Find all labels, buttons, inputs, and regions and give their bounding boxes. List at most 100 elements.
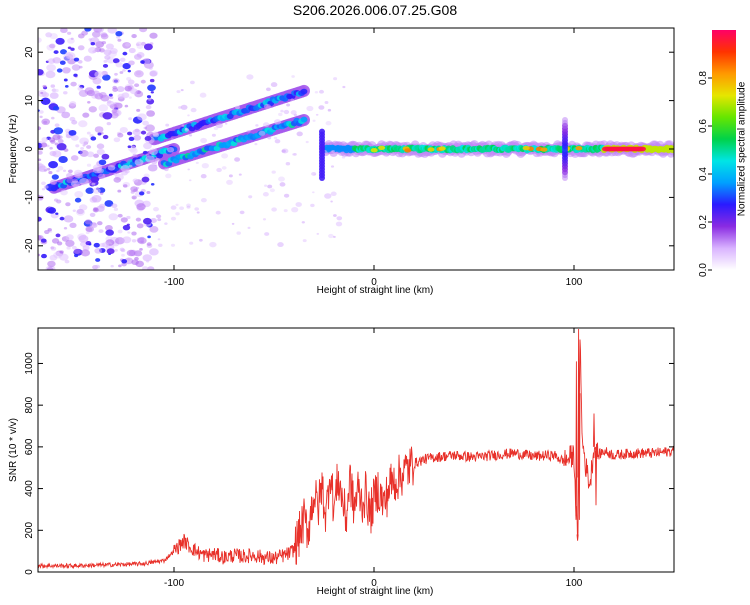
carrier-peak	[638, 146, 646, 152]
noise-blob	[194, 207, 200, 211]
noise-blob	[84, 28, 92, 32]
noise-blob	[96, 148, 105, 155]
noise-blob	[262, 218, 267, 221]
noise-blob	[264, 184, 268, 187]
noise-blob	[195, 161, 199, 165]
figure-title: S206.2026.006.07.25.G08	[293, 2, 457, 18]
noise-blob	[38, 68, 44, 76]
noise-blob	[120, 248, 126, 253]
noise-blob	[327, 108, 332, 112]
noise-blob	[113, 207, 119, 212]
noise-blob	[45, 183, 56, 192]
noise-blob	[140, 79, 146, 84]
noise-blob	[179, 206, 185, 211]
noise-blob	[142, 150, 148, 155]
noise-blob	[137, 237, 147, 245]
noise-blob	[286, 103, 291, 107]
noise-blob	[72, 245, 77, 250]
noise-blob	[86, 163, 92, 167]
noise-blob	[94, 208, 99, 211]
noise-blob	[152, 131, 159, 137]
noise-blob	[102, 74, 111, 81]
noise-blob	[66, 68, 71, 72]
noise-blob	[226, 179, 233, 185]
noise-blob	[189, 241, 194, 245]
noise-blob	[94, 70, 104, 79]
noise-blob	[313, 173, 316, 176]
noise-blob	[278, 176, 285, 182]
noise-blob	[333, 214, 337, 217]
noise-blob	[74, 254, 79, 258]
noise-blob	[49, 92, 59, 99]
colorbar-scale	[712, 30, 736, 270]
noise-blob	[180, 89, 184, 92]
noise-blob	[71, 64, 81, 71]
noise-blob	[97, 132, 102, 136]
noise-blob	[112, 58, 120, 64]
noise-blob	[67, 46, 72, 50]
noise-blob	[51, 238, 60, 244]
noise-blob	[66, 31, 72, 35]
noise-blob	[180, 104, 188, 110]
noise-blob	[122, 184, 128, 188]
noise-blob	[196, 211, 200, 214]
noise-blob	[41, 181, 46, 186]
noise-blob	[66, 177, 74, 184]
snr-y-tick-label: 1000	[24, 352, 35, 375]
noise-blob	[90, 176, 100, 183]
snr-y-tick-label: 0	[24, 569, 35, 575]
carrier-peak	[427, 147, 435, 152]
noise-blob	[131, 239, 137, 243]
noise-blob	[146, 95, 152, 99]
noise-blob	[199, 238, 203, 242]
noise-blob	[142, 254, 153, 262]
noise-blob	[109, 47, 118, 55]
noise-blob	[127, 131, 133, 136]
noise-blob	[96, 85, 101, 89]
noise-blob	[91, 182, 96, 186]
noise-blob	[342, 85, 346, 89]
noise-blob	[155, 214, 162, 219]
noise-blob	[127, 69, 131, 73]
noise-blob	[46, 167, 51, 171]
branch-core	[300, 88, 308, 95]
noise-blob	[108, 213, 119, 221]
noise-blob	[42, 84, 47, 88]
noise-blob	[199, 92, 207, 98]
noise-blob	[122, 51, 128, 56]
noise-blob	[247, 226, 251, 230]
noise-blob	[60, 28, 68, 34]
noise-blob	[145, 153, 150, 157]
noise-blob	[248, 195, 253, 199]
noise-blob	[61, 111, 71, 119]
colorbar-tick-label: 0.0	[698, 263, 709, 277]
noise-blob	[73, 73, 78, 77]
noise-blob	[165, 173, 172, 179]
noise-blob	[52, 57, 61, 64]
noise-blob	[48, 161, 59, 169]
noise-blob	[111, 108, 118, 114]
noise-blob	[181, 124, 185, 127]
carrier-peak	[370, 148, 378, 153]
noise-blob	[280, 109, 284, 113]
noise-blob	[99, 242, 106, 248]
noise-blob	[167, 147, 175, 153]
noise-blob	[73, 57, 80, 62]
noise-blob	[107, 28, 117, 34]
noise-blob	[273, 136, 278, 140]
branch-core	[300, 116, 308, 123]
noise-blob	[133, 134, 142, 141]
noise-blob	[302, 239, 307, 243]
noise-blob	[263, 103, 271, 110]
noise-blob	[79, 137, 89, 145]
snr-x-tick-label: 100	[566, 578, 583, 589]
noise-blob	[86, 131, 91, 135]
snr-x-tick-label: 0	[371, 578, 377, 589]
transition-blob	[319, 128, 325, 135]
spectrogram-y-tick-label: 20	[24, 46, 35, 58]
noise-blob	[122, 224, 131, 231]
noise-blob	[281, 149, 286, 153]
noise-blob	[86, 151, 95, 158]
noise-blob	[45, 70, 56, 79]
